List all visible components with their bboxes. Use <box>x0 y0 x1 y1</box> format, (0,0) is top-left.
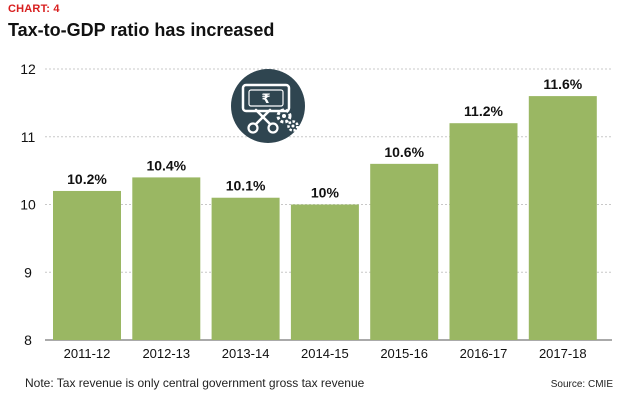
chart-title: Tax-to-GDP ratio has increased <box>8 20 275 40</box>
bars <box>53 96 597 340</box>
x-axis-ticks: 2011-12 2012-13 2013-14 2014-15 2015-16 2016-… <box>64 346 587 361</box>
x-tick-label: 2016-17 <box>460 346 508 361</box>
data-label: 10.1% <box>226 178 266 194</box>
y-tick-label: 9 <box>24 264 32 280</box>
y-tick-label: 10 <box>20 197 36 213</box>
source-credit: Source: CMIE <box>550 379 613 390</box>
data-labels: 10.2% 10.4% 10.1% 10% 10.6% 11.2% 11.6% <box>67 76 583 200</box>
y-axis-ticks: 8 9 10 11 12 <box>20 61 36 348</box>
x-tick-label: 2015-16 <box>380 346 428 361</box>
y-tick-label: 8 <box>24 332 32 348</box>
y-tick-label: 12 <box>20 61 36 77</box>
rupee-scissors-gear-icon: ₹ <box>231 69 305 143</box>
bar <box>211 197 280 340</box>
data-label: 10% <box>311 185 340 201</box>
rupee-symbol: ₹ <box>261 92 270 107</box>
bar <box>290 204 359 340</box>
footnote: Note: Tax revenue is only central govern… <box>25 376 365 390</box>
x-tick-label: 2011-12 <box>64 346 111 361</box>
x-tick-label: 2017-18 <box>539 346 587 361</box>
x-tick-label: 2012-13 <box>142 346 190 361</box>
data-label: 10.6% <box>384 144 424 160</box>
data-label: 10.4% <box>146 157 186 173</box>
bar <box>370 163 439 340</box>
data-label: 11.2% <box>464 103 503 119</box>
data-label: 10.2% <box>67 171 107 187</box>
bar <box>53 190 121 340</box>
bar <box>449 123 518 340</box>
data-label: 11.6% <box>543 76 582 92</box>
y-tick-label: 11 <box>21 129 36 145</box>
chart-number-label: CHART: 4 <box>8 3 60 15</box>
x-tick-label: 2013-14 <box>222 346 270 361</box>
bar <box>528 96 597 340</box>
x-tick-label: 2014-15 <box>301 346 349 361</box>
bar <box>132 177 201 340</box>
